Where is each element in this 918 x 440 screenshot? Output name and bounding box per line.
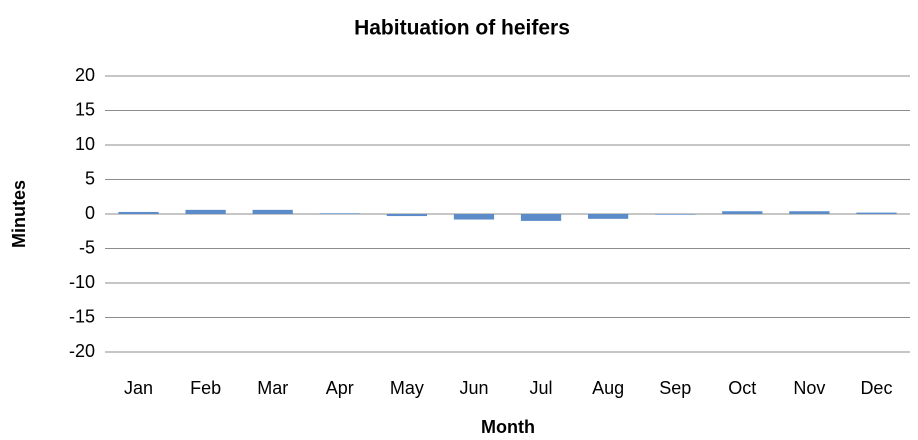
x-tick-label: Apr — [326, 378, 354, 398]
y-tick-label: 10 — [75, 134, 95, 154]
x-tick-label: Oct — [728, 378, 756, 398]
x-tick-label: Nov — [793, 378, 825, 398]
x-tick-label: Jun — [459, 378, 488, 398]
bar — [118, 211, 159, 214]
bar — [789, 211, 830, 214]
bar — [722, 211, 763, 214]
y-tick-label: 20 — [75, 65, 95, 85]
x-tick-label: Jul — [530, 378, 553, 398]
x-tick-label: Feb — [190, 378, 221, 398]
x-tick-label: Sep — [659, 378, 691, 398]
x-tick-label: Jan — [124, 378, 153, 398]
bar — [520, 214, 562, 221]
y-tick-label: 0 — [85, 203, 95, 223]
y-axis-title: Minutes — [9, 180, 29, 248]
x-tick-label: Dec — [860, 378, 892, 398]
bar — [252, 209, 293, 214]
y-tick-label: 15 — [75, 99, 95, 119]
bar — [386, 214, 427, 217]
y-tick-label: -20 — [69, 341, 95, 361]
bar — [185, 209, 226, 214]
x-tick-label: Mar — [257, 378, 288, 398]
y-tick-label: -15 — [69, 306, 95, 326]
y-tick-label: -10 — [69, 272, 95, 292]
bar — [588, 214, 629, 219]
y-tick-label: 5 — [85, 168, 95, 188]
y-tick-label: -5 — [79, 237, 95, 257]
bar — [655, 214, 696, 215]
x-tick-label: Aug — [592, 378, 624, 398]
bar — [453, 214, 495, 220]
bar — [856, 212, 897, 214]
bar — [319, 213, 360, 214]
x-axis-title: Month — [481, 417, 535, 437]
chart-title: Habituation of heifers — [354, 17, 570, 40]
x-tick-label: May — [390, 378, 424, 398]
